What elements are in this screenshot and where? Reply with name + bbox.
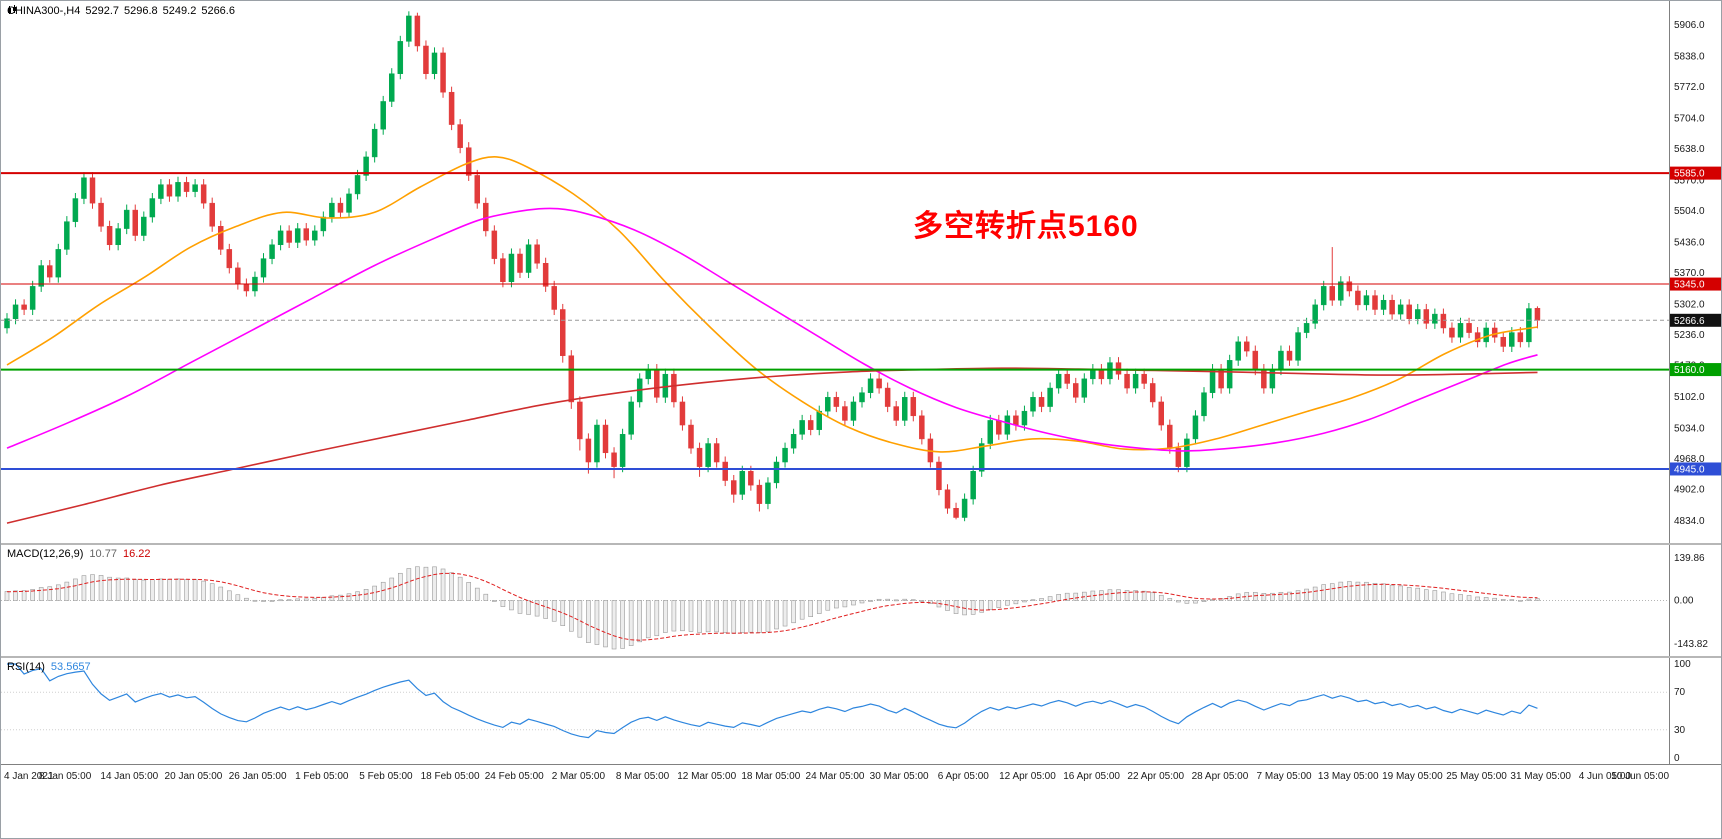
time-axis-label: 8 Mar 05:00 — [615, 771, 670, 782]
time-axis-label: 8 Jan 05:00 — [39, 771, 92, 782]
svg-text:5704.0: 5704.0 — [1674, 114, 1705, 125]
svg-text:139.86: 139.86 — [1674, 553, 1705, 564]
ohlc-close: 5266.6 — [201, 5, 235, 17]
rsi-line — [7, 663, 1538, 739]
svg-text:5160.0: 5160.0 — [1674, 365, 1705, 376]
svg-text:5585.0: 5585.0 — [1674, 169, 1705, 180]
rsi-label-text: RSI(14) — [7, 661, 45, 673]
candles-layer — [4, 11, 1541, 522]
price-tag-5345.0: 5345.0 — [1670, 277, 1721, 291]
ma-mid-magenta — [6, 207, 1538, 452]
ma-slow-red — [6, 367, 1538, 524]
svg-text:-143.82: -143.82 — [1674, 639, 1708, 650]
time-axis-label: 13 May 05:00 — [1317, 771, 1379, 782]
time-axis-label: 12 Mar 05:00 — [677, 771, 737, 782]
svg-text:100: 100 — [1674, 659, 1691, 670]
svg-text:5638.0: 5638.0 — [1674, 144, 1705, 155]
time-axis-label: 5 Feb 05:00 — [359, 771, 413, 782]
time-axis-label: 28 Apr 05:00 — [1191, 771, 1249, 782]
rsi-canvas[interactable]: 100 70 30 0 — [1, 658, 1722, 764]
price-tag-4945.0: 4945.0 — [1670, 462, 1721, 476]
svg-text:5102.0: 5102.0 — [1674, 392, 1705, 403]
svg-text:5034.0: 5034.0 — [1674, 423, 1705, 434]
macd-panel: 139.86 0.00 -143.82 MACD(12,26,9) 10.77 16… — [1, 543, 1721, 656]
svg-text:0: 0 — [1674, 753, 1680, 764]
svg-text:4902.0: 4902.0 — [1674, 484, 1705, 495]
time-axis-label: 25 May 05:00 — [1446, 771, 1507, 782]
time-axis-label: 1 Feb 05:00 — [295, 771, 349, 782]
time-axis-label: 6 Apr 05:00 — [937, 771, 989, 782]
time-axis-label: 18 Feb 05:00 — [420, 771, 480, 782]
time-axis-label: 4 Jan 2021 — [4, 771, 54, 782]
symbol-timeframe: CHINA300-,H4 — [7, 5, 81, 17]
time-axis-label: 24 Mar 05:00 — [805, 771, 865, 782]
time-axis-label: 30 Mar 05:00 — [869, 771, 929, 782]
time-axis-label: 4 Jun 05:00 — [1578, 771, 1631, 782]
svg-text:5302.0: 5302.0 — [1674, 299, 1705, 310]
svg-text:5504.0: 5504.0 — [1674, 206, 1705, 217]
pivot-annotation-text[interactable]: 多空转折点5160 — [913, 210, 1139, 243]
svg-text:4968.0: 4968.0 — [1674, 454, 1705, 465]
time-axis-label: 10 Jun 05:00 — [1611, 771, 1669, 782]
symbol-ohlc-line: CHINA300-,H4 5292.7 5296.8 5249.2 5266.6 — [7, 5, 235, 17]
price-tag-5266.6: 5266.6 — [1670, 313, 1721, 327]
svg-text:4834.0: 4834.0 — [1674, 516, 1705, 527]
svg-text:5772.0: 5772.0 — [1674, 82, 1705, 93]
rsi-axis-labels: 100 70 30 0 — [1674, 659, 1691, 764]
time-axis-label: 22 Apr 05:00 — [1127, 771, 1185, 782]
time-axis-label: 31 May 05:00 — [1510, 771, 1571, 782]
macd-canvas[interactable]: 139.86 0.00 -143.82 — [1, 545, 1722, 656]
rsi-indicator-label: RSI(14) 53.5657 — [7, 661, 91, 673]
price-axis-labels: 5906.0 5838.0 5772.0 5704.0 5638.0 5570.0 5504… — [1674, 20, 1705, 527]
svg-text:5436.0: 5436.0 — [1674, 237, 1705, 248]
main-chart-canvas[interactable]: 5906.0 5838.0 5772.0 5704.0 5638.0 5570.0 5504… — [1, 1, 1722, 543]
candlestick-chart-icon — [8, 5, 16, 14]
svg-text:5266.6: 5266.6 — [1674, 316, 1705, 327]
price-tag-5585.0: 5585.0 — [1670, 166, 1721, 180]
svg-text:5838.0: 5838.0 — [1674, 52, 1705, 63]
macd-signal-value: 16.22 — [122, 548, 151, 560]
svg-text:5570.0: 5570.0 — [1674, 176, 1705, 187]
price-tag-5160.0: 5160.0 — [1670, 363, 1721, 377]
time-axis-label: 18 Mar 05:00 — [741, 771, 801, 782]
ohlc-low: 5249.2 — [162, 5, 197, 17]
macd-main-value: 10.77 — [89, 548, 117, 560]
svg-text:5370.0: 5370.0 — [1674, 268, 1705, 279]
rsi-value: 53.5657 — [50, 661, 91, 673]
time-axis-label: 26 Jan 05:00 — [228, 771, 287, 782]
ohlc-high: 5296.8 — [124, 5, 158, 17]
svg-text:5236.0: 5236.0 — [1674, 330, 1705, 341]
svg-text:70: 70 — [1674, 687, 1686, 698]
svg-text:5345.0: 5345.0 — [1674, 280, 1705, 291]
time-axis-label: 14 Jan 05:00 — [100, 771, 159, 782]
macd-axis-labels: 139.86 0.00 -143.82 — [1674, 553, 1708, 650]
macd-label-text: MACD(12,26,9) — [7, 548, 84, 560]
svg-text:30: 30 — [1674, 725, 1686, 736]
main-chart-panel: 5906.0 5838.0 5772.0 5704.0 5638.0 5570.0 5504… — [1, 1, 1721, 543]
macd-indicator-label: MACD(12,26,9) 10.77 16.22 — [7, 548, 150, 560]
svg-text:0.00: 0.00 — [1674, 596, 1694, 607]
macd-histogram — [4, 566, 1540, 650]
svg-text:5906.0: 5906.0 — [1674, 20, 1705, 31]
rsi-panel: 100 70 30 0 RSI(14) 53.5657 — [1, 656, 1721, 764]
ohlc-open: 5292.7 — [85, 5, 120, 17]
time-axis-label: 12 Apr 05:00 — [999, 771, 1056, 782]
macd-signal-line — [6, 572, 1538, 641]
time-axis[interactable]: 4 Jan 2021 8 Jan 05:00 14 Jan 05:00 20 Jan … — [1, 764, 1721, 838]
time-axis-label: 2 Mar 05:00 — [551, 771, 606, 782]
time-axis-label: 7 May 05:00 — [1256, 771, 1312, 782]
time-axis-label: 16 Apr 05:00 — [1063, 771, 1120, 782]
svg-text:4945.0: 4945.0 — [1674, 464, 1705, 475]
time-axis-label: 24 Feb 05:00 — [484, 771, 544, 782]
ma-fast-orange — [6, 156, 1538, 453]
time-axis-label: 19 May 05:00 — [1382, 771, 1443, 782]
time-axis-label: 20 Jan 05:00 — [164, 771, 223, 782]
